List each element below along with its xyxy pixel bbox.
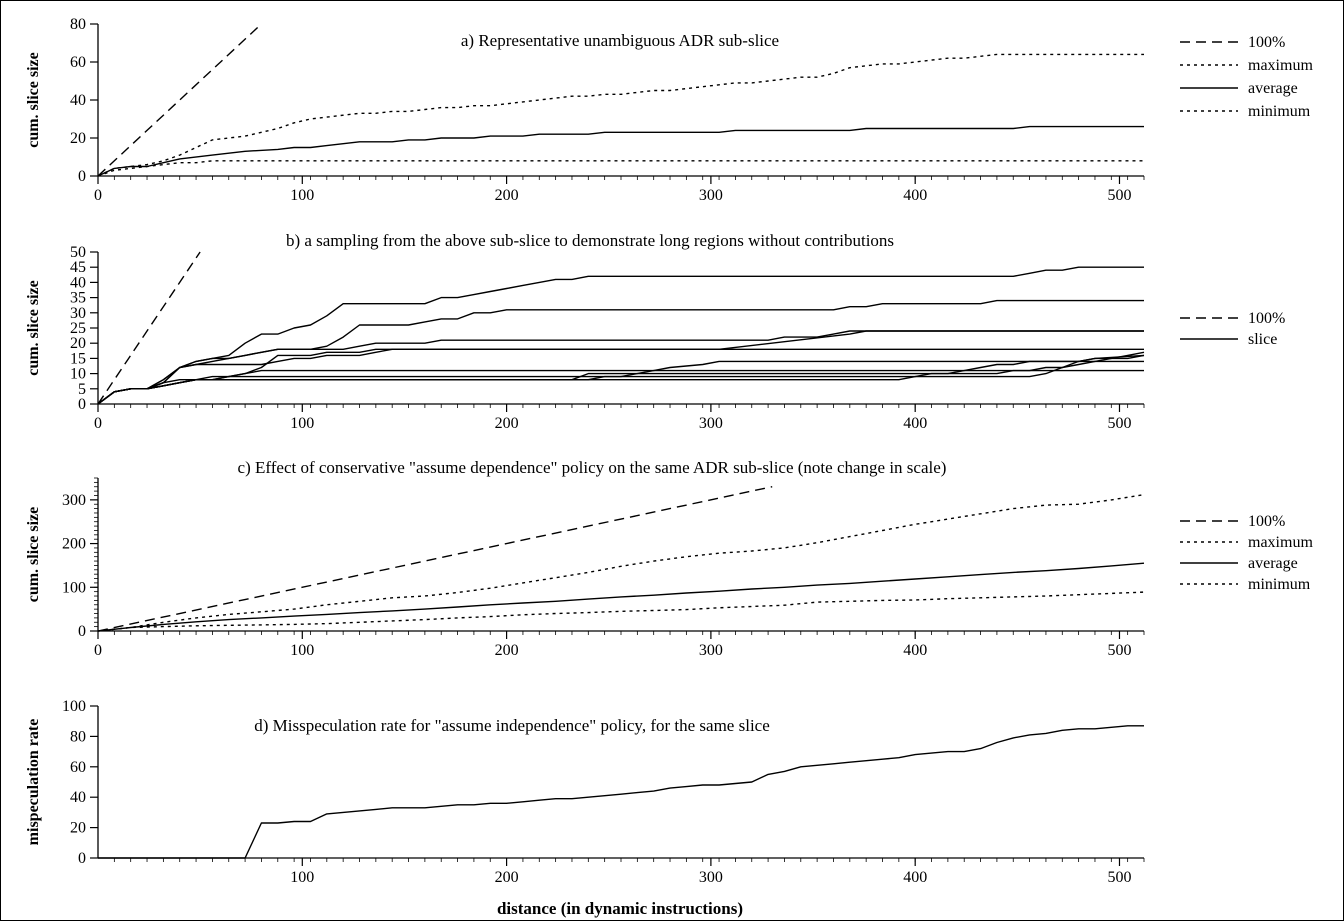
chart-panel-3: 0 100 200 300 400 500 0 100 200 300 cum. slice siz… xyxy=(25,458,1313,659)
y-axis-label: mispeculation rate xyxy=(25,719,42,846)
chart-panel-1: 0 100 200 300 400 500 0 20 40 60 80 cum. slice size… xyxy=(25,16,1313,204)
y-tick-label: 80 xyxy=(70,16,86,33)
legend-label: minimum xyxy=(1248,103,1311,120)
chart-title: c) Effect of conservative "assume depend… xyxy=(238,458,947,477)
series-line-2 xyxy=(97,53,1144,177)
y-tick-label: 45 xyxy=(70,259,86,276)
y-tick-label: 40 xyxy=(70,274,86,291)
y-tick-label: 50 xyxy=(70,244,86,261)
y-tick-label: 25 xyxy=(70,320,86,337)
y-tick-label: 100 xyxy=(62,579,86,596)
legend-label: average xyxy=(1248,555,1298,572)
series-line-2 xyxy=(97,493,1145,632)
y-tick-label: 15 xyxy=(70,350,86,367)
y-axis-label: cum. slice size xyxy=(25,507,42,603)
x-tick-label: 0 xyxy=(94,415,102,432)
y-tick-label: 40 xyxy=(70,92,86,109)
legend-label: 100% xyxy=(1248,34,1285,51)
series-line-6 xyxy=(97,348,1144,405)
y-tick-label: 30 xyxy=(70,305,86,322)
series-line-3 xyxy=(97,125,1144,177)
x-tick-label: 500 xyxy=(1107,415,1131,432)
legend-label: 100% xyxy=(1248,513,1285,530)
y-tick-label: 0 xyxy=(78,850,86,867)
y-tick-label: 200 xyxy=(62,536,86,553)
x-tick-label: 100 xyxy=(290,869,314,886)
x-tick-label: 200 xyxy=(495,869,519,886)
legend-label: maximum xyxy=(1248,57,1313,74)
x-tick-label: 300 xyxy=(699,869,723,886)
x-tick-label: 200 xyxy=(495,415,519,432)
x-tick-label: 100 xyxy=(290,415,314,432)
y-tick-label: 300 xyxy=(62,492,86,509)
series-line-1 xyxy=(98,725,1144,859)
legend: 100% maximum average minimum xyxy=(1180,34,1313,120)
x-tick-label: 200 xyxy=(495,642,519,659)
x-tick-label: 500 xyxy=(1107,869,1131,886)
legend: 100% slice xyxy=(1180,310,1285,348)
y-tick-label: 60 xyxy=(70,54,86,71)
y-tick-label: 35 xyxy=(70,290,86,307)
x-tick-label: 400 xyxy=(903,415,927,432)
series-line-3 xyxy=(97,299,1144,405)
y-tick-label: 20 xyxy=(70,820,86,837)
figure-x-axis-label: distance (in dynamic instructions) xyxy=(497,899,743,918)
series-line-1 xyxy=(97,251,201,405)
x-tick-label: 0 xyxy=(94,642,102,659)
x-tick-label: 400 xyxy=(903,187,927,204)
series-line-1 xyxy=(97,486,773,632)
x-tick-label: 300 xyxy=(699,187,723,204)
x-tick-label: 500 xyxy=(1107,187,1131,204)
y-tick-label: 0 xyxy=(78,396,86,413)
legend-label: maximum xyxy=(1248,534,1313,551)
x-tick-label: 400 xyxy=(903,642,927,659)
y-tick-label: 20 xyxy=(70,130,86,147)
legend-label: average xyxy=(1248,80,1298,97)
y-tick-label: 40 xyxy=(70,789,86,806)
x-tick-label: 0 xyxy=(94,187,102,204)
x-tick-label: 300 xyxy=(699,642,723,659)
x-tick-label: 400 xyxy=(903,869,927,886)
chart-title: b) a sampling from the above sub-slice t… xyxy=(286,231,894,250)
y-tick-label: 60 xyxy=(70,759,86,776)
legend-label: minimum xyxy=(1248,576,1311,593)
x-tick-label: 100 xyxy=(290,187,314,204)
y-tick-label: 10 xyxy=(70,366,86,383)
legend: 100% maximum average minimum xyxy=(1180,513,1313,593)
chart-title: a) Representative unambiguous ADR sub-sl… xyxy=(461,31,779,50)
legend-label: 100% xyxy=(1248,310,1285,327)
y-axis-label: cum. slice size xyxy=(25,52,42,148)
series-line-11 xyxy=(97,369,1144,405)
x-tick-label: 300 xyxy=(699,415,723,432)
x-tick-label: 100 xyxy=(290,642,314,659)
y-tick-label: 0 xyxy=(78,623,86,640)
y-axis-label: cum. slice size xyxy=(25,280,42,376)
chart-panel-4: 100 200 300 400 500 0 20 40 60 80 100 mispeculation… xyxy=(25,698,1145,886)
series-line-1 xyxy=(97,23,262,177)
y-tick-label: 5 xyxy=(78,381,86,398)
legend-label: slice xyxy=(1248,331,1277,348)
y-tick-label: 20 xyxy=(70,335,86,352)
y-tick-label: 80 xyxy=(70,728,86,745)
y-tick-label: 0 xyxy=(78,168,86,185)
x-tick-label: 200 xyxy=(495,187,519,204)
y-tick-label: 100 xyxy=(62,698,86,715)
chart-title: d) Misspeculation rate for "assume indep… xyxy=(254,716,770,735)
x-tick-label: 500 xyxy=(1107,642,1131,659)
series-line-3 xyxy=(97,562,1145,632)
